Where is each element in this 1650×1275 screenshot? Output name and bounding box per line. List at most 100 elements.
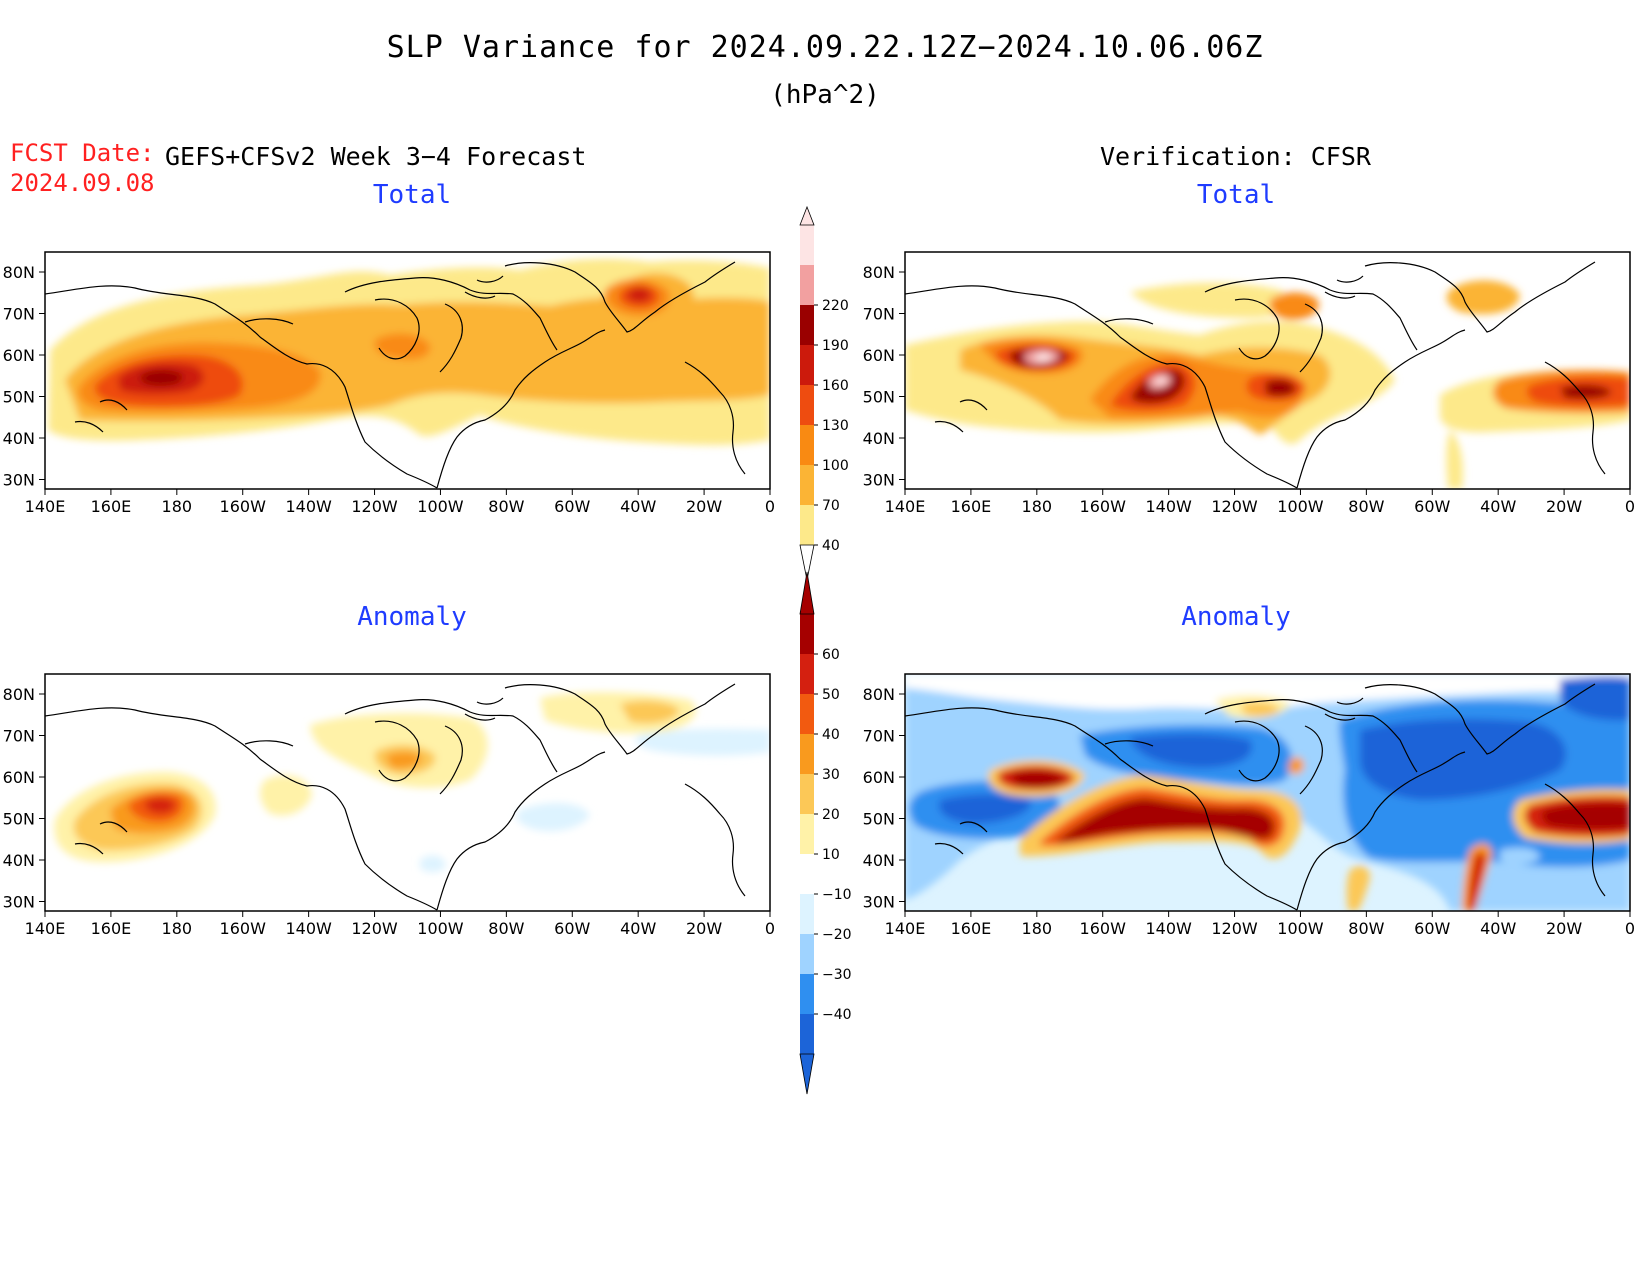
lon-tick-label: 160W: [1080, 919, 1127, 938]
lon-tick-label: 40W: [1480, 919, 1516, 938]
total-colorbar-swatch: [800, 265, 814, 305]
total-colorbar-label: 190: [822, 338, 849, 354]
lat-tick-label: 60N: [863, 768, 895, 787]
lon-tick-label: 100W: [1277, 919, 1324, 938]
anomaly-colorbar-label: −40: [822, 1007, 852, 1023]
lon-tick-label: 120W: [351, 497, 398, 516]
lat-tick-label: 50N: [863, 388, 895, 407]
verification-total-map: [904, 251, 1631, 490]
forecast-header: GEFS+CFSv2 Week 3−4 Forecast: [165, 142, 587, 171]
anomaly-colorbar-label: −20: [822, 927, 852, 943]
lon-tick-label: 140E: [885, 919, 926, 938]
anomaly-colorbar-swatch: [800, 934, 814, 974]
lat-tick-label: 30N: [3, 471, 35, 490]
lon-tick-label: 0: [765, 497, 775, 516]
lon-tick-label: 40W: [620, 919, 656, 938]
lon-tick-label: 20W: [1546, 919, 1582, 938]
anomaly-colorbar-label: 50: [822, 687, 840, 703]
lat-tick-label: 80N: [3, 263, 35, 282]
lat-tick-label: 60N: [3, 768, 35, 787]
anomaly-colorbar: 60 50 40 30 20 10 −10 −20 −30 −40: [799, 571, 852, 1095]
forecast-anomaly-title: Anomaly: [357, 602, 467, 632]
lon-tick-label: 120W: [1211, 919, 1258, 938]
verification-header: Verification: CFSR: [1100, 142, 1371, 171]
lon-tick-label: 60W: [554, 919, 590, 938]
total-colorbar: 40 70 100 130 160 190 220: [799, 205, 849, 581]
lon-tick-label: 160E: [91, 919, 132, 938]
forecast-total-title: Total: [372, 180, 452, 210]
lat-tick-label: 60N: [3, 346, 35, 365]
lon-tick-label: 40W: [620, 497, 656, 516]
anomaly-colorbar-label: −30: [822, 967, 852, 983]
anomaly-colorbar-swatch: [800, 654, 814, 694]
lon-tick-label: 160E: [951, 497, 992, 516]
lon-tick-label: 60W: [1414, 497, 1450, 516]
anomaly-colorbar-label: −10: [822, 887, 852, 903]
lon-tick-label: 140W: [1145, 497, 1192, 516]
lon-tick-label: 140E: [885, 497, 926, 516]
lon-tick-label: 140W: [285, 919, 332, 938]
lat-tick-label: 70N: [3, 305, 35, 324]
lon-tick-label: 20W: [686, 497, 722, 516]
total-colorbar-swatch: [800, 305, 814, 345]
lon-tick-label: 100W: [1277, 497, 1324, 516]
lon-tick-label: 160W: [1080, 497, 1127, 516]
lon-tick-label: 60W: [554, 497, 590, 516]
total-colorbar-label: 40: [822, 538, 840, 554]
total-colorbar-label: 220: [822, 298, 849, 314]
lon-tick-label: 60W: [1414, 919, 1450, 938]
lon-tick-label: 120W: [351, 919, 398, 938]
lat-tick-label: 30N: [863, 471, 895, 490]
lat-tick-label: 50N: [3, 810, 35, 829]
total-colorbar-swatch: [800, 385, 814, 425]
anomaly-colorbar-label: 60: [822, 647, 840, 663]
anomaly-colorbar-swatch: [800, 614, 814, 654]
anomaly-colorbar-swatch: [800, 774, 814, 814]
lat-tick-label: 40N: [863, 429, 895, 448]
lon-tick-label: 100W: [417, 919, 464, 938]
forecast-date: FCST Date: 2024.09.08: [10, 138, 155, 198]
anomaly-colorbar-swatch: [800, 854, 814, 894]
lon-tick-label: 80W: [488, 919, 524, 938]
lat-tick-label: 70N: [3, 727, 35, 746]
total-colorbar-label: 70: [822, 498, 840, 514]
anomaly-colorbar-swatch: [800, 894, 814, 934]
anomaly-colorbar-swatch: [800, 694, 814, 734]
lon-tick-label: 140E: [25, 919, 66, 938]
anomaly-colorbar-swatch: [800, 814, 814, 854]
lon-tick-label: 0: [765, 919, 775, 938]
lon-tick-label: 80W: [1348, 919, 1384, 938]
lon-tick-label: 0: [1625, 919, 1635, 938]
anomaly-colorbar-label: 30: [822, 767, 840, 783]
lat-tick-label: 70N: [863, 305, 895, 324]
anomaly-colorbar-swatch: [800, 1014, 814, 1054]
anomaly-colorbar-label: 20: [822, 807, 840, 823]
verification-anomaly-map: [904, 673, 1631, 912]
map-axes: 80N 70N 60N 50N 40N 30N 140E 160E 180 160W 140W 120…: [3, 263, 1635, 938]
lon-tick-label: 160E: [951, 919, 992, 938]
anomaly-colorbar-swatch: [800, 734, 814, 774]
lon-tick-label: 160W: [220, 497, 267, 516]
lat-tick-label: 80N: [863, 685, 895, 704]
units-label: (hPa^2): [770, 80, 880, 110]
forecast-anomaly-map: [44, 673, 771, 912]
lat-tick-label: 60N: [863, 346, 895, 365]
total-colorbar-label: 130: [822, 418, 849, 434]
forecast-total-map: [44, 251, 771, 490]
main-title: SLP Variance for 2024.09.22.12Z−2024.10.…: [386, 30, 1264, 65]
lon-tick-label: 80W: [488, 497, 524, 516]
anomaly-colorbar-label: 10: [822, 847, 840, 863]
lat-tick-label: 40N: [863, 851, 895, 870]
lon-tick-label: 160E: [91, 497, 132, 516]
lat-tick-label: 80N: [3, 685, 35, 704]
total-colorbar-label: 100: [822, 458, 849, 474]
lon-tick-label: 80W: [1348, 497, 1384, 516]
total-colorbar-swatch: [800, 345, 814, 385]
lat-tick-label: 30N: [863, 893, 895, 912]
lat-tick-label: 40N: [3, 851, 35, 870]
lon-tick-label: 180: [1022, 919, 1053, 938]
forecast-date-label: FCST Date:: [10, 139, 155, 167]
lat-tick-label: 30N: [3, 893, 35, 912]
total-colorbar-swatch: [800, 425, 814, 465]
